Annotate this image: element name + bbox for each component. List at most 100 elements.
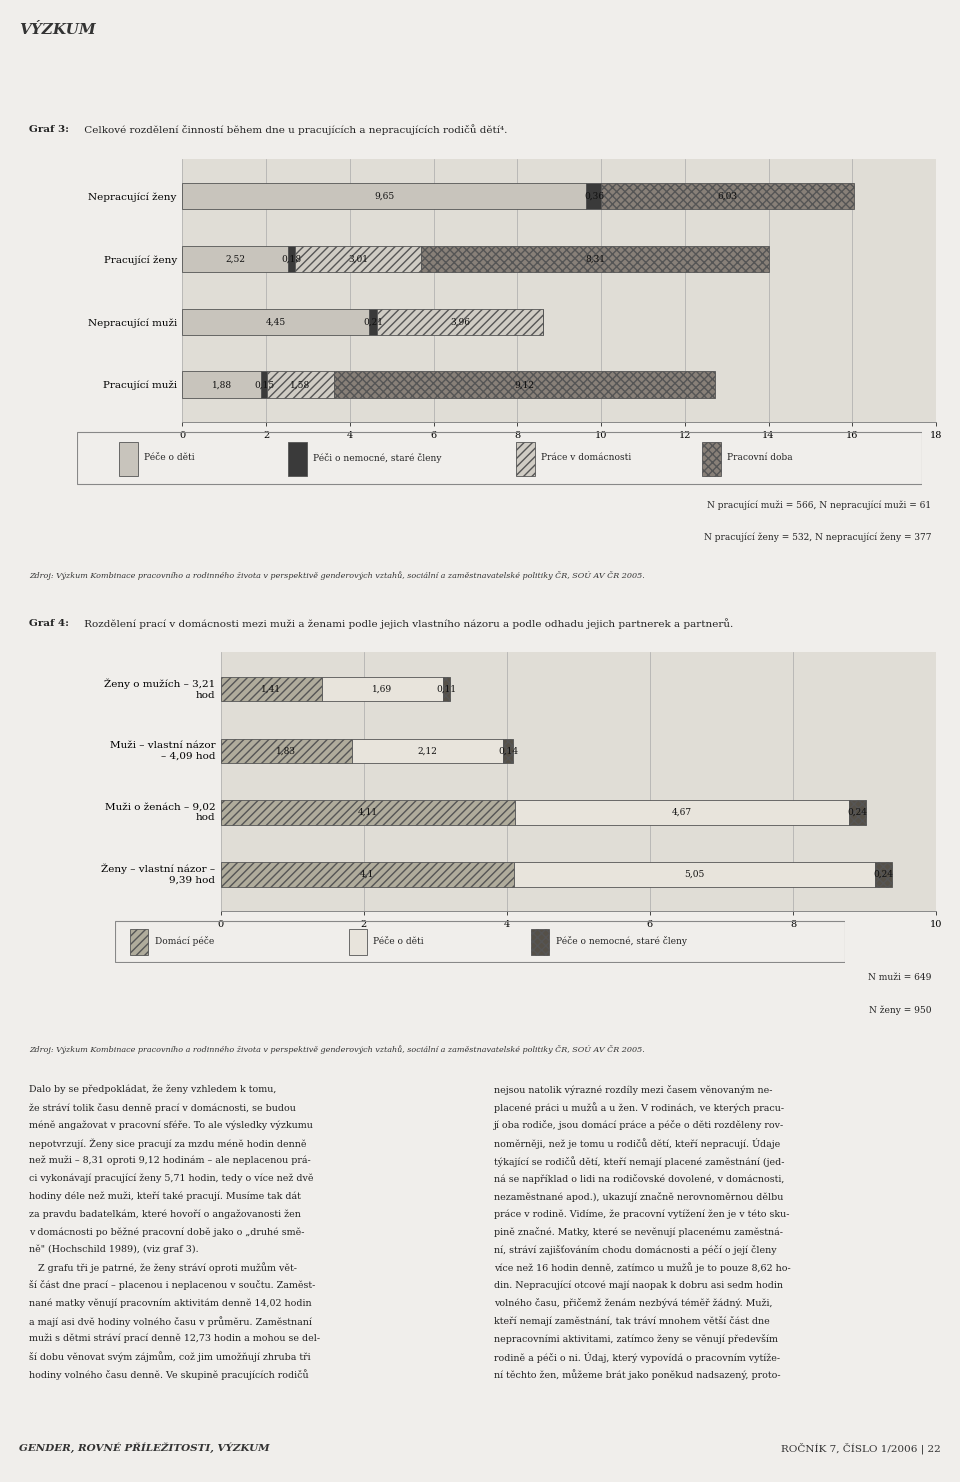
- Text: více než 16 hodin denně, zatímco u mužů je to pouze 8,62 ho-: více než 16 hodin denně, zatímco u mužů …: [493, 1263, 790, 1273]
- Text: ná se například o lidi na rodičovské dovolené, v domácnosti,: ná se například o lidi na rodičovské dov…: [493, 1174, 784, 1184]
- Text: Pracovní doba: Pracovní doba: [728, 453, 793, 462]
- Text: práce v rodině. Vidíme, že pracovní vytížení žen je v této sku-: práce v rodině. Vidíme, že pracovní vytí…: [493, 1209, 789, 1218]
- Text: nezaměstnané apod.), ukazují značně nerovnoměrnou dělbu: nezaměstnané apod.), ukazují značně nero…: [493, 1192, 783, 1202]
- Text: hodiny déle než muži, kteří také pracují. Musíme tak dát: hodiny déle než muži, kteří také pracují…: [29, 1192, 300, 1200]
- Text: Dalo by se předpokládat, že ženy vzhledem k tomu,: Dalo by se předpokládat, že ženy vzhlede…: [29, 1085, 276, 1094]
- Text: 4,45: 4,45: [265, 317, 286, 326]
- Text: a mají asi dvě hodiny volného času v průměru. Zaměstnaní: a mají asi dvě hodiny volného času v prů…: [29, 1316, 312, 1326]
- Bar: [515, 800, 849, 825]
- Text: kteří nemají zaměstnání, tak tráví mnohem větší část dne: kteří nemají zaměstnání, tak tráví mnohe…: [493, 1316, 769, 1326]
- Text: 0,18: 0,18: [281, 255, 301, 264]
- Bar: [221, 677, 322, 701]
- Bar: [268, 372, 333, 397]
- Text: Péče o děti: Péče o děti: [373, 937, 424, 946]
- Bar: [587, 184, 602, 209]
- Text: 0,15: 0,15: [254, 381, 275, 390]
- Bar: [514, 863, 876, 886]
- Text: 9,12: 9,12: [515, 381, 535, 390]
- Text: VÝZKUM: VÝZKUM: [19, 22, 96, 37]
- Text: N muži = 649: N muži = 649: [868, 974, 931, 983]
- Text: 6,03: 6,03: [718, 191, 737, 200]
- Text: 9,65: 9,65: [374, 191, 395, 200]
- Bar: [876, 863, 893, 886]
- Text: noměrněji, než je tomu u rodičů dětí, kteří nepracují. Údaje: noměrněji, než je tomu u rodičů dětí, kt…: [493, 1138, 780, 1149]
- Text: nepotvrzují. Ženy sice pracují za mzdu méně hodin denně: nepotvrzují. Ženy sice pracují za mzdu m…: [29, 1138, 306, 1149]
- Text: N ženy = 950: N ženy = 950: [869, 1005, 931, 1015]
- Bar: [503, 738, 514, 763]
- Bar: [221, 738, 351, 763]
- Text: 4,67: 4,67: [672, 808, 692, 817]
- Text: Péči o nemocné, staré členy: Péči o nemocné, staré členy: [313, 453, 442, 462]
- Bar: [348, 929, 367, 956]
- Text: 1,69: 1,69: [372, 685, 392, 694]
- Text: 4,1: 4,1: [360, 870, 374, 879]
- Text: 1,41: 1,41: [261, 685, 281, 694]
- Bar: [702, 442, 721, 476]
- Text: Graf 3:: Graf 3:: [29, 124, 69, 135]
- Text: ší dobu věnovat svým zájmům, což jim umožňují zhruba tři: ší dobu věnovat svým zájmům, což jim umo…: [29, 1352, 310, 1362]
- Text: ní, stráví zajišťováním chodu domácnosti a péčí o její členy: ní, stráví zajišťováním chodu domácnosti…: [493, 1245, 777, 1255]
- Text: 2,52: 2,52: [226, 255, 245, 264]
- Text: GENDER, ROVNÉ PŘÍLEŽITOSTI, VÝZKUM: GENDER, ROVNÉ PŘÍLEŽITOSTI, VÝZKUM: [19, 1442, 270, 1454]
- Text: Péče o děti: Péče o děti: [144, 453, 195, 462]
- Bar: [182, 246, 288, 273]
- Text: Graf 4:: Graf 4:: [29, 619, 69, 628]
- Bar: [182, 184, 587, 209]
- Text: 1,58: 1,58: [290, 381, 311, 390]
- Text: Zdroj: Výzkum Kombinace pracovního a rodinného života v perspektivě genderových : Zdroj: Výzkum Kombinace pracovního a rod…: [29, 571, 644, 579]
- Text: din. Nepracující otcové mají naopak k dobru asi sedm hodin: din. Nepracující otcové mají naopak k do…: [493, 1280, 782, 1289]
- Text: než muži – 8,31 oproti 9,12 hodinám – ale neplacenou prá-: než muži – 8,31 oproti 9,12 hodinám – al…: [29, 1156, 310, 1165]
- Bar: [221, 863, 514, 886]
- Text: ší část dne prací – placenou i neplacenou v součtu. Zaměst-: ší část dne prací – placenou i neplaceno…: [29, 1280, 315, 1291]
- Bar: [333, 372, 715, 397]
- Text: nejsou natolik výrazné rozdíly mezi časem věnovaným ne-: nejsou natolik výrazné rozdíly mezi čase…: [493, 1085, 772, 1095]
- Text: Z grafu tři je patrné, že ženy stráví oproti mužům vět-: Z grafu tři je patrné, že ženy stráví op…: [29, 1263, 297, 1273]
- Text: že stráví tolik času denně prací v domácnosti, se budou: že stráví tolik času denně prací v domác…: [29, 1103, 296, 1113]
- Bar: [443, 677, 450, 701]
- Text: ní těchto žen, můžeme brát jako poněkud nadsazený, proto-: ní těchto žen, můžeme brát jako poněkud …: [493, 1369, 780, 1380]
- Bar: [288, 442, 306, 476]
- Text: N pracující muži = 566, N nepracující muži = 61: N pracující muži = 566, N nepracující mu…: [708, 499, 931, 510]
- Text: týkající se rodičů dětí, kteří nemají placené zaměstnání (jed-: týkající se rodičů dětí, kteří nemají pl…: [493, 1156, 784, 1166]
- Text: 0,11: 0,11: [437, 685, 457, 694]
- Text: Domácí péče: Domácí péče: [155, 937, 214, 946]
- Text: 8,31: 8,31: [586, 255, 606, 264]
- Text: 2,12: 2,12: [418, 747, 438, 756]
- Bar: [288, 246, 296, 273]
- Bar: [182, 372, 261, 397]
- Text: ROČNÍK 7, ČÍSLO 1/2006 | 22: ROČNÍK 7, ČÍSLO 1/2006 | 22: [781, 1442, 941, 1454]
- Text: 4,11: 4,11: [358, 808, 378, 817]
- Bar: [369, 308, 377, 335]
- Bar: [516, 442, 535, 476]
- Text: Zdroj: Výzkum Kombinace pracovního a rodinného života v perspektivě genderových : Zdroj: Výzkum Kombinace pracovního a rod…: [29, 1045, 644, 1054]
- Text: N pracující ženy = 532, N nepracující ženy = 377: N pracující ženy = 532, N nepracující že…: [704, 532, 931, 542]
- Text: Práce v domácnosti: Práce v domácnosti: [541, 453, 632, 462]
- Text: 0,21: 0,21: [363, 317, 383, 326]
- Text: nepracovními aktivitami, zatímco ženy se věnují především: nepracovními aktivitami, zatímco ženy se…: [493, 1334, 778, 1344]
- Bar: [351, 738, 503, 763]
- Text: pině značné. Matky, které se nevěnují placenému zaměstná-: pině značné. Matky, které se nevěnují pl…: [493, 1227, 782, 1237]
- Text: muži s dětmi stráví prací denně 12,73 hodin a mohou se del-: muži s dětmi stráví prací denně 12,73 ho…: [29, 1334, 320, 1343]
- Bar: [602, 184, 854, 209]
- Bar: [849, 800, 866, 825]
- Text: jí oba rodiče, jsou domácí práce a péče o děti rozděleny rov-: jí oba rodiče, jsou domácí práce a péče …: [493, 1120, 783, 1131]
- Text: 1,83: 1,83: [276, 747, 297, 756]
- Text: 3,01: 3,01: [348, 255, 369, 264]
- Text: 5,05: 5,05: [684, 870, 705, 879]
- Bar: [261, 372, 268, 397]
- Bar: [130, 929, 148, 956]
- Text: méně angažovat v pracovní sféře. To ale výsledky výzkumu: méně angažovat v pracovní sféře. To ale …: [29, 1120, 313, 1129]
- Text: Péče o nemocné, staré členy: Péče o nemocné, staré členy: [556, 937, 686, 946]
- Text: placené práci u mužů a u žen. V rodinách, ve kterých pracu-: placené práci u mužů a u žen. V rodinách…: [493, 1103, 783, 1113]
- Text: Celkové rozdělení činností během dne u pracujících a nepracujících rodičů dětí⁴.: Celkové rozdělení činností během dne u p…: [82, 124, 508, 135]
- Text: nané matky věnují pracovním aktivitám denně 14,02 hodin: nané matky věnují pracovním aktivitám de…: [29, 1298, 311, 1307]
- Bar: [377, 308, 543, 335]
- Text: 0,24: 0,24: [848, 808, 867, 817]
- Text: 0,14: 0,14: [498, 747, 518, 756]
- Bar: [221, 800, 515, 825]
- Bar: [421, 246, 769, 273]
- Text: volného času, přičemž ženám nezbývá téměř žádný. Muži,: volného času, přičemž ženám nezbývá témě…: [493, 1298, 772, 1309]
- Text: ci vykonávají pracující ženy 5,71 hodin, tedy o více než dvě: ci vykonávají pracující ženy 5,71 hodin,…: [29, 1174, 313, 1183]
- Bar: [296, 246, 421, 273]
- Text: za pravdu badatelkám, které hovoří o angažovanosti žen: za pravdu badatelkám, které hovoří o ang…: [29, 1209, 300, 1218]
